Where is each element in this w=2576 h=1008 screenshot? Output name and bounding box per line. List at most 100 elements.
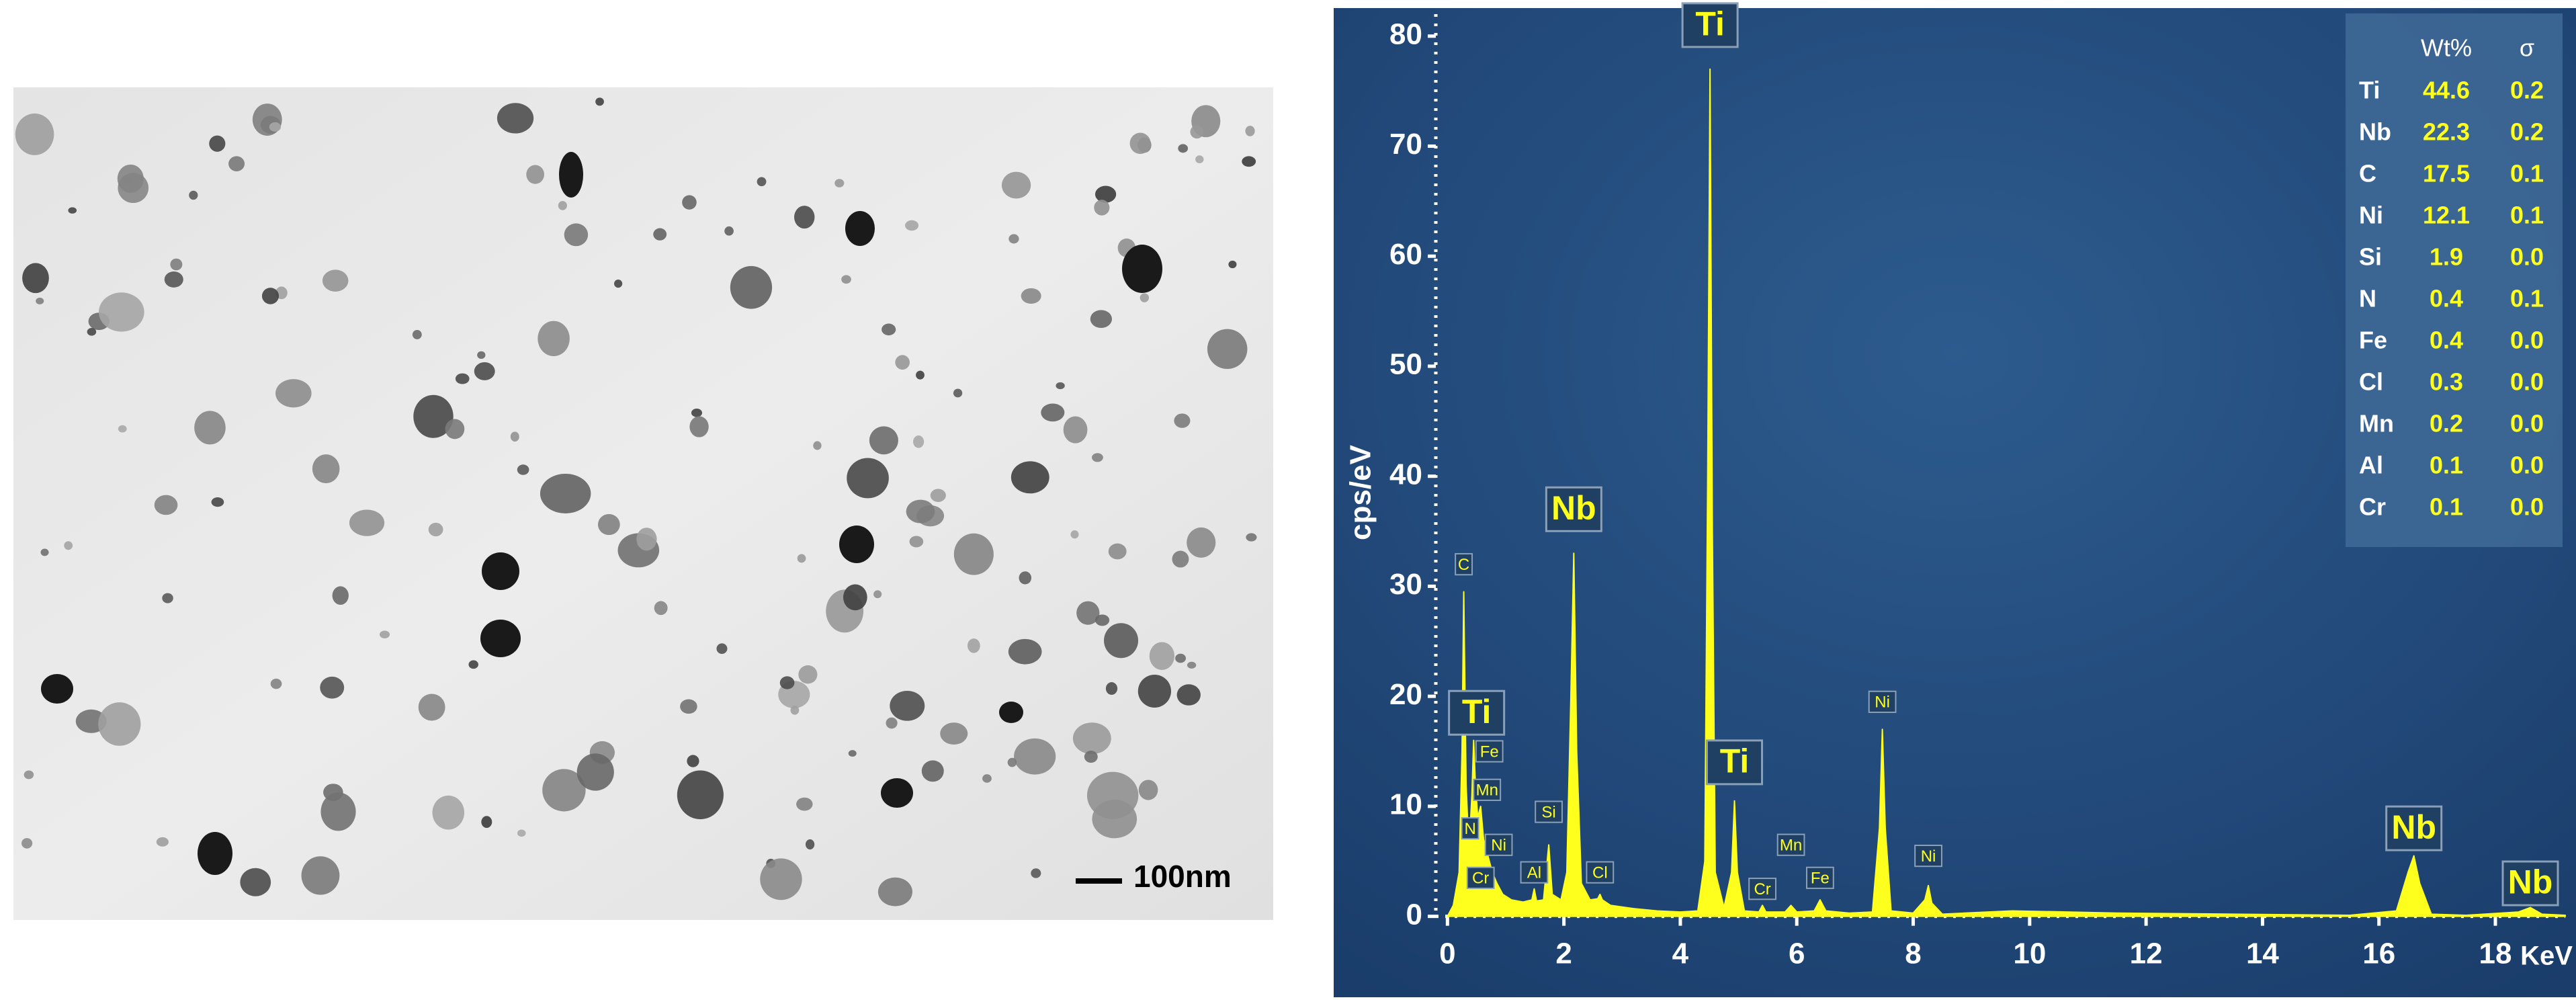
particle — [312, 454, 340, 484]
particle — [320, 792, 356, 831]
particle — [413, 394, 454, 438]
particle — [1014, 738, 1056, 775]
particle — [1108, 543, 1127, 560]
y-tick-label: 20 — [1389, 678, 1422, 711]
peak-label-box — [2385, 805, 2443, 851]
y-tick-label: 10 — [1389, 788, 1422, 821]
particle — [209, 135, 226, 152]
particle — [1008, 234, 1019, 244]
particle — [682, 195, 697, 210]
particle — [953, 533, 994, 575]
particle — [882, 323, 896, 336]
particle — [953, 388, 963, 398]
particle — [794, 206, 815, 229]
particle — [796, 797, 813, 811]
particle — [1008, 638, 1042, 665]
peak-label: C — [1458, 556, 1469, 574]
peak-label-box — [1776, 833, 1805, 856]
particle — [1137, 674, 1172, 708]
particle — [98, 292, 144, 332]
particle — [332, 586, 349, 605]
particle — [653, 228, 667, 241]
table-value: 0.0 — [2510, 368, 2544, 396]
particle — [481, 816, 492, 829]
particle — [1021, 288, 1041, 304]
particle — [724, 226, 734, 236]
particle — [1175, 653, 1186, 663]
particle — [379, 630, 390, 638]
peak-label-box — [1535, 800, 1563, 823]
particle — [240, 868, 271, 896]
particle — [687, 755, 699, 767]
table-value: 0.1 — [2510, 285, 2544, 312]
particle — [497, 103, 534, 134]
table-element: N — [2359, 285, 2376, 312]
particle — [843, 584, 867, 611]
x-tick-label: 8 — [1905, 937, 1921, 970]
particle — [117, 164, 144, 194]
particle — [1174, 413, 1191, 428]
table-value: 22.3 — [2423, 118, 2470, 146]
particle — [320, 676, 345, 699]
table-value: 0.4 — [2430, 285, 2463, 312]
particle — [1228, 260, 1237, 269]
table-header: σ — [2520, 34, 2534, 62]
particle — [164, 271, 183, 288]
particle — [510, 431, 519, 442]
particle — [1090, 310, 1113, 329]
particle — [848, 750, 857, 757]
particle — [890, 690, 925, 721]
particle — [757, 177, 767, 187]
particle — [841, 275, 851, 284]
particle — [677, 770, 724, 820]
peak-label: Ti — [1462, 693, 1492, 730]
table-element: Ti — [2359, 77, 2380, 104]
particle — [916, 370, 925, 380]
particle — [540, 473, 591, 513]
particle — [455, 373, 470, 384]
x-tick-label: 14 — [2246, 937, 2279, 970]
y-tick-label: 40 — [1389, 458, 1422, 491]
particle — [869, 426, 898, 455]
particle — [564, 223, 589, 247]
particle — [261, 288, 280, 304]
particle — [1129, 132, 1151, 155]
peak-label-box — [1473, 778, 1502, 801]
particle — [1140, 293, 1150, 302]
y-tick-label: 50 — [1389, 348, 1422, 381]
table-value: 17.5 — [2423, 160, 2470, 187]
y-tick-label: 70 — [1389, 128, 1422, 161]
table-element: Si — [2359, 243, 2382, 271]
particle — [636, 528, 657, 551]
particle — [834, 179, 845, 187]
peak-label: Mn — [1780, 837, 1802, 855]
particle — [1149, 642, 1175, 670]
peak-label-box — [1448, 689, 1506, 736]
plot: 0 10 20 30 40 50 60 70 80 0 2 4 6 8 10 12 14 16 18 Ti Nb Ti Nb… — [1389, 2, 2566, 970]
particle — [1007, 757, 1017, 767]
particle — [1041, 403, 1065, 422]
peak-label: Fe — [1811, 870, 1830, 888]
peak-label: Ni — [1491, 837, 1506, 855]
particle — [269, 122, 282, 132]
particle — [847, 458, 889, 499]
table-element: Fe — [2359, 327, 2387, 354]
x-tick-label: 16 — [2362, 937, 2395, 970]
particle — [691, 409, 703, 417]
peak-label: Nb — [2391, 808, 2436, 846]
particle — [597, 513, 620, 536]
particle — [1104, 623, 1139, 659]
particle — [680, 699, 697, 714]
peak-label-box — [1586, 861, 1615, 884]
table-element: Cl — [2359, 368, 2383, 396]
particle — [98, 702, 141, 746]
particle — [428, 522, 443, 537]
y-tick-label: 60 — [1389, 238, 1422, 271]
x-tick-label: 10 — [2013, 937, 2046, 970]
particle — [967, 638, 980, 653]
particle — [1187, 661, 1197, 669]
table-value: 1.9 — [2430, 243, 2463, 271]
peak-label: Ni — [1921, 847, 1936, 866]
particle — [432, 795, 465, 830]
